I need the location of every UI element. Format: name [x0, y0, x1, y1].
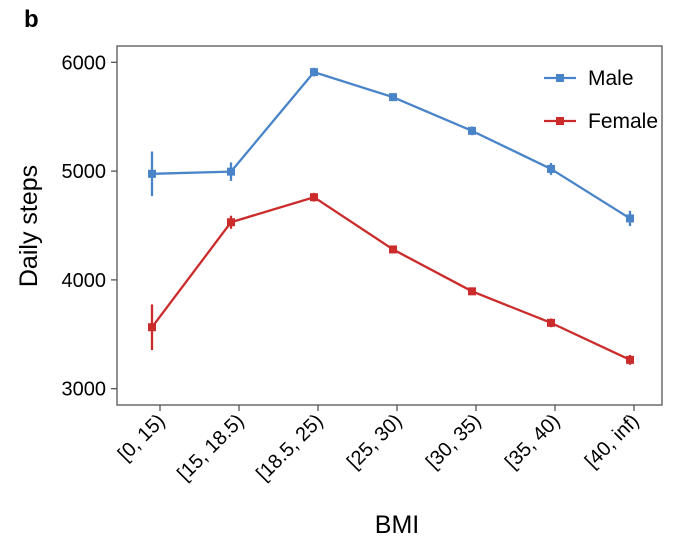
data-point: [310, 68, 318, 77]
data-point: [389, 93, 397, 102]
data-point: [148, 323, 156, 332]
data-point: [148, 169, 156, 178]
data-point: [547, 164, 555, 173]
data-point: [389, 245, 397, 254]
x-tick-label: [18.5, 25): [252, 410, 327, 485]
x-tick-label: [25, 30): [343, 410, 407, 474]
y-tick-label: 5000: [62, 161, 107, 183]
series-female: [148, 192, 634, 365]
x-tick-label: [30, 35): [422, 410, 486, 474]
legend-label: Female: [588, 110, 658, 133]
x-tick-label: [40, inf): [581, 410, 644, 473]
y-tick-label: 6000: [62, 52, 107, 74]
data-point: [310, 193, 318, 202]
series-male: [148, 67, 634, 227]
legend-swatch-marker: [556, 74, 564, 82]
data-point: [626, 214, 634, 223]
y-tick-label: 4000: [62, 270, 107, 292]
legend: Male Female: [544, 67, 658, 133]
data-point: [547, 318, 555, 327]
series-layer: [148, 67, 634, 365]
data-point: [227, 218, 235, 227]
x-tick-label: [35, 40): [501, 410, 565, 474]
data-point: [468, 126, 476, 135]
data-point: [468, 287, 476, 296]
legend-label: Male: [588, 67, 634, 90]
x-tick-label: [15, 18.5): [173, 410, 248, 485]
data-point: [626, 355, 634, 364]
x-tick-label: [0, 15): [114, 410, 170, 466]
plot-frame: [116, 45, 663, 406]
y-axis: 3000 4000 5000 6000: [62, 52, 117, 401]
y-axis-title: Daily steps: [15, 165, 43, 287]
legend-swatch-marker: [556, 117, 564, 125]
x-axis-title: BMI: [375, 511, 419, 539]
legend-item: Female: [544, 110, 658, 133]
panel-label: b: [24, 6, 39, 33]
x-axis: [0, 15) [15, 18.5) [18.5, 25) [25, 30) [30, …: [114, 405, 644, 485]
legend-item: Male: [544, 67, 634, 90]
series-line: [151, 196, 631, 361]
y-tick-label: 3000: [62, 379, 107, 401]
data-point: [227, 167, 235, 176]
